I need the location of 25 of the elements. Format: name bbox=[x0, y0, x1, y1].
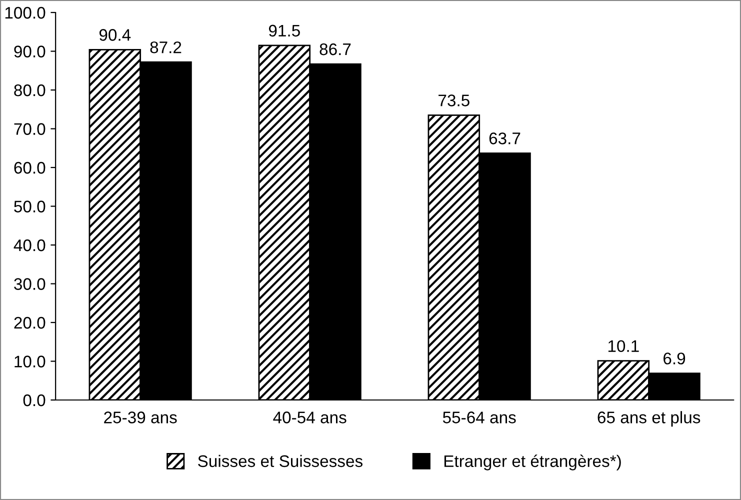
data-label: 10.1 bbox=[608, 340, 639, 352]
data-label: 86.7 bbox=[320, 43, 351, 56]
y-tick-label: 10.0 bbox=[14, 356, 46, 368]
y-tick-label: 20.0 bbox=[14, 316, 46, 329]
legend-label: Suisses et Suissesses bbox=[198, 454, 362, 468]
y-tick-label: 60.0 bbox=[14, 162, 46, 174]
y-tick-label: 70.0 bbox=[14, 123, 46, 135]
data-label: 87.2 bbox=[150, 41, 182, 54]
y-tick-label: 80.0 bbox=[14, 84, 46, 96]
y-tick-label: 50.0 bbox=[14, 200, 46, 212]
data-label: 63.7 bbox=[489, 132, 520, 144]
y-tick-label: 0.0 bbox=[23, 394, 46, 406]
x-tick-label: 25-39 ans bbox=[104, 412, 177, 424]
y-tick-label: 40.0 bbox=[14, 239, 46, 252]
data-label: 73.5 bbox=[438, 94, 470, 106]
x-tick-label: 40-54 ans bbox=[273, 412, 346, 424]
x-tick-label: 55-64 ans bbox=[442, 412, 516, 424]
y-tick-label: 30.0 bbox=[14, 278, 46, 290]
y-tick-label: 100.0 bbox=[5, 6, 46, 19]
y-tick-label: 90.0 bbox=[14, 46, 46, 58]
legend-label: Etranger et étrangères*) bbox=[444, 454, 621, 470]
x-tick-label: 65 ans et plus bbox=[598, 411, 700, 427]
data-label: 6.9 bbox=[664, 352, 686, 364]
data-label: 91.5 bbox=[268, 24, 300, 37]
data-label: 90.4 bbox=[99, 29, 131, 41]
